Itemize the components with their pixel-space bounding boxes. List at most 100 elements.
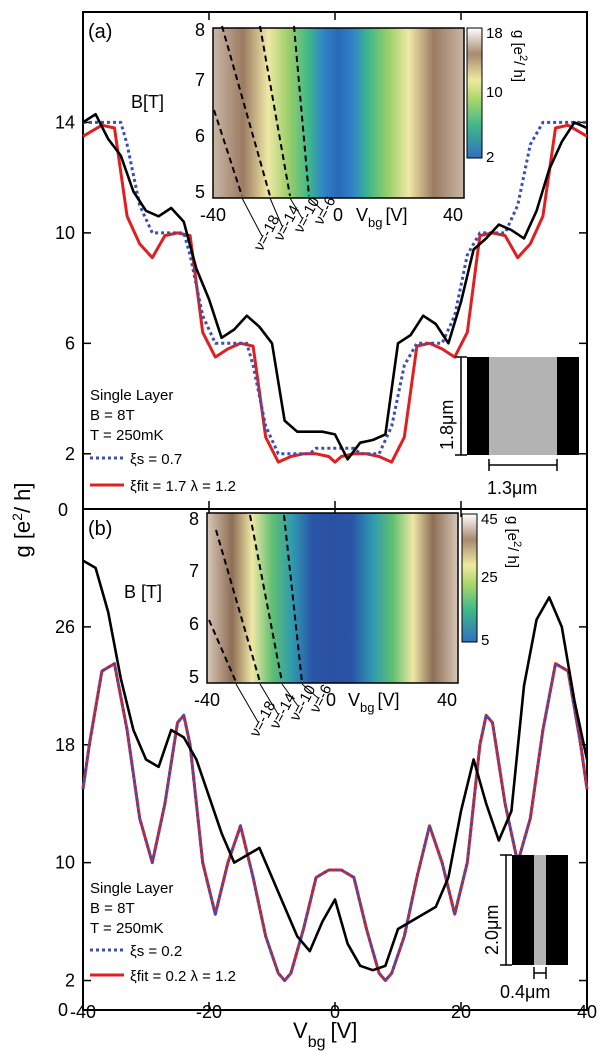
panel-a-inset-xtick: -40 [200,205,226,225]
y-axis-title: g [e2/ h] [9,482,35,557]
panel-a-device-height-label: 1.8μm [437,400,457,450]
x-tick-label: 40 [577,1002,597,1022]
panel-b-nu-leader [259,683,279,715]
panel-a-inset-ytick: 7 [195,70,205,90]
panel-a-colorbar-label-sup: 2 [517,55,529,61]
panel-a-device: 1.8μm 1.3μm [437,356,579,498]
panel-b-device-contact-right [546,855,568,965]
panel-a-series-xi-s [83,120,587,456]
panel-b-nu-line [215,529,261,683]
panel-a-inset-xlabel-unit: [V] [385,205,407,225]
panel-b-series-experiment [82,559,589,972]
panel-a-nu-leader [241,197,263,237]
panel-a-ticks: 2 6 10 14 [55,12,588,509]
panel-b-nu-line [283,514,303,683]
panel-a-inset-xtick: 0 [333,205,343,225]
panel-b-device: 2.0μm 0.4μm [482,854,568,1002]
panel-b-nu-line [208,619,237,683]
panel-b-inset-xlabel: Vbg [V] [348,690,400,715]
panel-b-colorbar-label-main: g [e [504,516,521,541]
panel-b-inset-xlabel-sub: bg [360,700,374,715]
panel-a-colorbar-label: g [e2/ h] [510,30,529,82]
panel-b-legend-title: T = 250mK [90,920,164,937]
panel-b-inset-ytick: 8 [189,509,199,529]
panel-b-legend: Single Layer B = 8T T = 250mK ξs = 0.2 ξ… [90,880,236,985]
panel-a-device-contact-right [557,357,579,455]
panel-b-label: (b) [88,518,112,540]
x-tick-label: 20 [451,1002,471,1022]
panel-a-inset-xtick: 40 [443,205,463,225]
panel-b-colorbar-label-sup: 2 [511,541,523,547]
panel-a-colorbar-label-end: / h] [510,61,527,82]
panel-b-inset-xtick: 0 [326,690,336,710]
panel-a-series-experiment [82,112,588,461]
panel-b-nu-leader [281,683,299,707]
panel-b-legend-title: B = 8T [90,900,135,917]
panel-a-ytick-label: 14 [55,112,75,132]
panel-b-legend-entry: ξfit = 0.2 λ = 1.2 [130,968,236,985]
x-axis-title-unit: [V] [330,1018,357,1043]
panel-a-legend-entry: ξfit = 1.7 λ = 1.2 [130,478,236,495]
panel-a-heatmap [212,27,465,199]
panel-b-ytick-label: 2 [65,971,75,991]
panel-b-nu-leader [301,683,319,699]
panel-a-nu-line [259,25,291,197]
panel-a-legend: Single Layer B = 8T T = 250mK ξs = 0.7 ξ… [90,387,236,495]
x-axis-title-main: V [293,1018,308,1043]
panel-b-series [81,559,589,982]
panel-b-inset-xtick: 40 [437,690,457,710]
x-tick-label: -20 [196,1002,222,1022]
panel-b-device-height-label: 2.0μm [482,905,502,955]
panel-a-inset-ylabel: B[T] [131,92,164,112]
panel-b-ytick-label: 10 [55,853,75,873]
panel-a-legend-entry: ξs = 0.7 [130,451,182,468]
panel-b-colorbar [461,513,478,643]
panel-a-inset-ytick: 8 [195,20,205,40]
panel-b-inset-ytick: 7 [189,561,199,581]
panel-b-device-width-label: 0.4μm [500,982,550,1002]
panel-b-legend-entry: ξs = 0.2 [130,943,182,960]
panel-a-colorbar-label-main: g [e [510,30,527,55]
x-ticks: -40 -20 0 20 40 [70,1002,597,1022]
panel-a-inset-xlabel-sub: bg [368,215,382,230]
panel-b-inset-ytick: 6 [189,614,199,634]
panel-b-colorbar-label-end: / h] [504,547,521,568]
x-tick-label: -40 [70,1002,96,1022]
panel-a-nu-leader [289,197,303,219]
panel-b-ytick-label: 18 [55,735,75,755]
y-axis-title-main: g [e [10,521,35,558]
panel-a-inset-ytick: 5 [195,182,205,202]
x-axis-title-sub: bg [308,1034,326,1051]
panel-b-series-xi-s [81,662,589,982]
panel-b-heatmap [206,512,459,684]
panel-b-nu-line [249,514,283,683]
panel-b-colorbar-tick: 25 [481,569,498,586]
panel-b-nu-leader [235,683,259,723]
panel-a-legend-title: B = 8T [90,407,135,424]
panel-a-nu-leader [308,197,323,211]
x-tick-label: 0 [330,1002,340,1022]
panel-a-nu-line [213,109,243,197]
x-axis-title: Vbg [V] [293,1018,357,1051]
panel-b-device-contact-left [512,855,534,965]
panel-b-colorbar-tick: 45 [481,511,498,528]
panel-a-series [82,112,588,464]
panel-a-colorbar [466,27,483,159]
panel-a-inset-ytick: 6 [195,126,205,146]
y-zero-label-b: 0 [58,1000,68,1020]
panel-a-ytick-label: 10 [55,223,75,243]
panel-a-device-contact-left [467,357,489,455]
y-axis-title-end: / h] [10,482,35,513]
panel-b-colorbar-tick: 5 [481,632,489,649]
panel-b-inset-xtick: -40 [194,690,220,710]
panel-b-inset-ytick: 5 [189,667,199,687]
panel-a-label: (a) [88,21,112,43]
panel-a-inset-xlabel: Vbg [V] [356,205,408,230]
panel-a-nu-line [293,25,310,197]
panel-a-nu-leader [269,197,283,227]
panel-b-colorbar-label: g [e2/ h] [504,516,523,568]
panel-a-inset-xlabel-main: V [356,205,368,225]
y-axis-title-sup: 2 [9,513,25,521]
